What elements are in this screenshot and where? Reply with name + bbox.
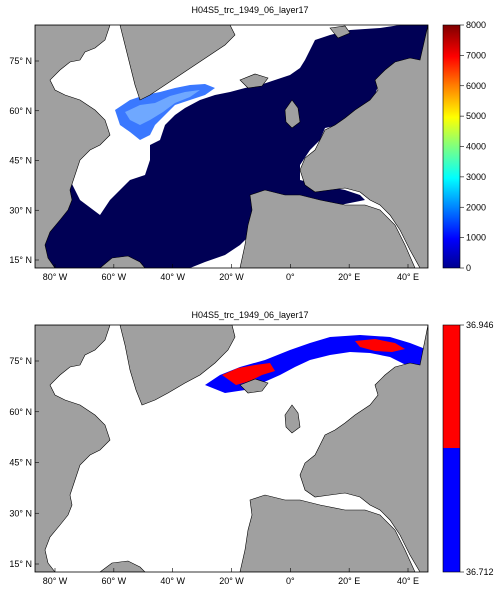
lon-tick-label: 20° W xyxy=(219,576,244,586)
land-svalbard xyxy=(329,25,351,39)
tracer-plume-core xyxy=(125,90,200,125)
colorbar-tick-label: 3000 xyxy=(466,172,486,182)
colorbar-bottom-red xyxy=(443,325,460,448)
colorbar-tick-label: 2000 xyxy=(466,202,486,212)
land-iceland xyxy=(239,73,269,89)
lat-tick-label: 60° N xyxy=(9,407,32,417)
lat-tick-label: 30° N xyxy=(9,205,32,215)
colorbar-bottom-ticks: 36.946 36.712 xyxy=(460,320,494,577)
map-ticks-bottom: 75° N 60° N 45° N 30° N 15° N 80° W 60° W 40° W… xyxy=(9,356,419,586)
lon-tick-label: 0° xyxy=(286,576,295,586)
lon-tick-label: 40° E xyxy=(397,272,419,282)
tracer-field xyxy=(35,25,428,268)
colorbar-tick-label: 1000 xyxy=(466,233,486,243)
colorbar-tick-label: 5000 xyxy=(466,111,486,121)
colorbar-tick-label: 0 xyxy=(466,263,471,273)
lon-tick-label: 40° W xyxy=(160,576,185,586)
lat-tick-label: 45° N xyxy=(9,458,32,468)
lon-tick-label: 40° W xyxy=(160,272,185,282)
land-africa xyxy=(239,494,416,572)
land-eurasia xyxy=(299,25,428,268)
colorbar-bottom-blue xyxy=(443,448,460,572)
land-south-america xyxy=(99,560,146,572)
colorbar-top-ticks: 0 1000 2000 3000 4000 5000 6000 7000 8000 xyxy=(460,20,486,273)
colorbar-tick-label: 6000 xyxy=(466,81,486,91)
land-eurasia xyxy=(299,325,428,572)
land-greenland xyxy=(119,325,236,406)
lat-tick-label: 60° N xyxy=(9,106,32,116)
lat-tick-label: 15° N xyxy=(9,559,32,569)
lon-tick-label: 40° E xyxy=(397,576,419,586)
land-iceland xyxy=(239,378,269,394)
land-greenland xyxy=(119,25,236,101)
land-north-america xyxy=(35,325,111,572)
colorbar-tick-label: 8000 xyxy=(466,20,486,30)
map-title-top: H04S5_trc_1949_06_layer17 xyxy=(191,5,309,15)
lon-tick-label: 20° E xyxy=(338,272,360,282)
lon-tick-label: 0° xyxy=(286,272,295,282)
lon-tick-label: 20° E xyxy=(338,576,360,586)
land-south-america xyxy=(99,255,146,268)
lon-tick-label: 20° W xyxy=(219,272,244,282)
map-ticks-top: 75° N 60° N 45° N 30° N 15° N 80° W 60° W 40° W… xyxy=(9,56,419,282)
map-panel-top: H04S5_trc_1949_06_layer17 xyxy=(9,5,486,282)
colorbar-bottom xyxy=(442,324,461,573)
map-bottom-svg: 75° N 60° N 45° N 30° N 15° N 80° W 60° W 40° W… xyxy=(9,320,494,586)
colorbar-top xyxy=(442,24,461,269)
map-title-bottom: H04S5_trc_1949_06_layer17 xyxy=(191,310,309,320)
land-uk xyxy=(284,99,301,129)
lat-tick-label: 75° N xyxy=(9,356,32,366)
lat-tick-label: 45° N xyxy=(9,156,32,166)
colorbar-tick-label: 36.946 xyxy=(466,320,494,330)
colorbar-tick-label: 7000 xyxy=(466,50,486,60)
lon-tick-label: 80° W xyxy=(43,576,68,586)
map-top-svg: 75° N 60° N 45° N 30° N 15° N 80° W 60° W 40° W… xyxy=(9,20,486,282)
lat-tick-label: 75° N xyxy=(9,56,32,66)
lat-tick-label: 30° N xyxy=(9,508,32,518)
lon-tick-label: 60° W xyxy=(102,576,127,586)
colorbar-tick-label: 36.712 xyxy=(466,567,494,577)
lon-tick-label: 60° W xyxy=(102,272,127,282)
lat-tick-label: 15° N xyxy=(9,255,32,265)
tracer-band-red xyxy=(222,363,275,385)
land-uk xyxy=(284,404,301,434)
tracer-band-red-east xyxy=(355,339,405,352)
map-panel-bottom: H04S5_trc_1949_06_layer17 75° N 60° N 45° … xyxy=(0,305,500,600)
land-africa xyxy=(239,189,416,268)
colorbar-tick-label: 4000 xyxy=(466,142,486,152)
lon-tick-label: 80° W xyxy=(43,272,68,282)
land-north-america xyxy=(35,25,111,268)
